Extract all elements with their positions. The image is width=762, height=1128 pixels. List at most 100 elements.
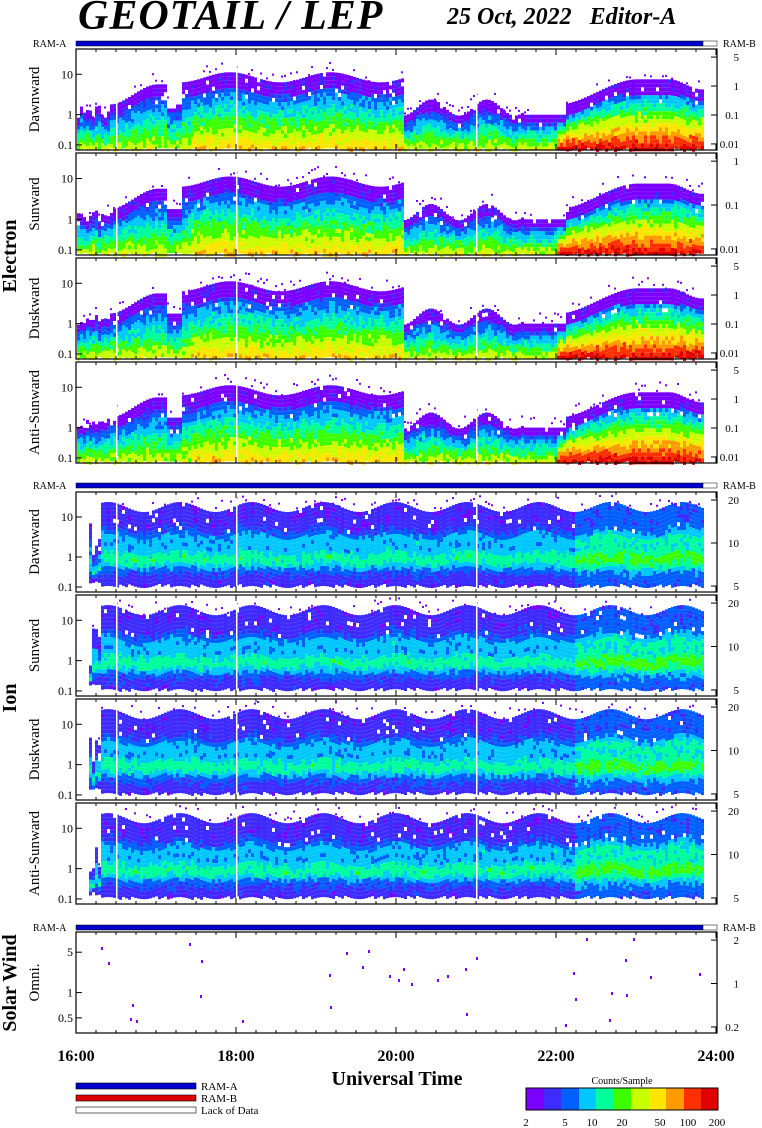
y-tick-label-left: 1 <box>67 212 73 226</box>
y-tick-label-right: 2 <box>734 935 740 947</box>
y-tick-label-right: 1 <box>734 156 740 168</box>
y-tick-label-right: 0.1 <box>725 110 739 122</box>
solar-wind-point <box>476 957 478 960</box>
solar-wind-point <box>368 950 370 953</box>
electron-ram-a-bar <box>75 40 704 47</box>
colorbar-frame <box>525 1087 719 1111</box>
group-label-electron: Electron <box>0 220 21 293</box>
plot-date: 25 Oct, 2022 <box>447 4 572 30</box>
y-tick-label-left: 0.1 <box>58 451 73 465</box>
panel-ylabel-electron-2: Sunward <box>27 177 43 231</box>
y-tick-label-right: 1 <box>734 979 740 991</box>
electron-lack-bar <box>702 40 718 47</box>
solar-wind-ram-a-bar <box>75 924 704 931</box>
plot-subtitle: 25 Oct, 2022 Editor-A <box>447 4 694 31</box>
solar-wind-point <box>398 979 400 982</box>
y-tick-label-right: 1 <box>734 290 740 302</box>
ion-panel-4-spectrogram <box>89 804 704 903</box>
solar-wind-point <box>466 1013 468 1016</box>
y-tick-label-right: 20 <box>728 495 740 507</box>
legend-item-label: RAM-B <box>201 1093 237 1105</box>
y-tick-label-left: 5 <box>67 945 73 959</box>
y-tick-label-left: 0.1 <box>58 347 73 361</box>
y-tick-label-right: 10 <box>728 850 740 862</box>
electron-panel-1-spectrogram <box>77 50 704 152</box>
legend-swatch <box>75 1094 197 1102</box>
x-tick-label: 20:00 <box>377 1048 414 1065</box>
x-tick-label: 18:00 <box>217 1048 254 1065</box>
solar-wind-point <box>242 1020 244 1023</box>
y-tick-label-left: 10 <box>61 380 73 394</box>
panel-ylabel-ion-4: Anti-Sunward <box>27 811 43 896</box>
colorbar-title: Counts/Sample <box>591 1076 653 1087</box>
solar-wind-point <box>699 973 701 976</box>
legend-swatch <box>75 1082 197 1090</box>
x-tick-label: 24:00 <box>697 1048 734 1065</box>
y-tick-label-right: 20 <box>728 806 740 818</box>
colorbar-tick-label: 20 <box>617 1117 629 1128</box>
y-tick-label-left: 1 <box>67 108 73 122</box>
solar-wind-point <box>108 962 110 965</box>
y-tick-label-left: 1 <box>67 758 73 772</box>
x-tick-label: 22:00 <box>537 1048 574 1065</box>
y-tick-label-right: 20 <box>728 702 740 714</box>
solar-wind-point <box>573 972 575 975</box>
x-tick-label: 16:00 <box>57 1048 94 1065</box>
y-tick-label-right: 0.01 <box>720 452 739 464</box>
y-tick-label-left: 10 <box>61 172 73 186</box>
solar-wind-point <box>403 968 405 971</box>
solar-wind-panel <box>75 931 718 1034</box>
solar-wind-bar-label-ram-a: RAM-A <box>33 923 67 934</box>
y-tick-label-right: 1 <box>734 394 740 406</box>
solar-wind-point <box>132 1004 134 1007</box>
y-tick-label-left: 10 <box>61 510 73 524</box>
y-tick-label-right: 5 <box>734 581 740 593</box>
y-tick-label-right: 0.2 <box>725 1022 739 1034</box>
y-tick-label-right: 0.01 <box>720 139 739 151</box>
colorbar-tick-label: 10 <box>587 1117 599 1128</box>
solar-wind-point <box>626 994 628 997</box>
solar-wind-point <box>586 938 588 941</box>
panel-ylabel-ion-3: Duskward <box>27 718 43 780</box>
y-tick-label-right: 20 <box>728 598 740 610</box>
plot-title: GEOTAIL / LEP <box>78 0 383 40</box>
y-tick-label-left: 0.1 <box>58 788 73 802</box>
solar-wind-point <box>201 960 203 963</box>
ion-panel-1-spectrogram <box>89 493 704 591</box>
solar-wind-point <box>362 966 364 969</box>
y-tick-label-left: 1 <box>67 986 73 1000</box>
y-tick-label-left: 1 <box>67 862 73 876</box>
y-tick-label-left: 10 <box>61 67 73 81</box>
solar-wind-point <box>611 992 613 995</box>
solar-wind-point <box>136 1020 138 1023</box>
electron-panel-4-spectrogram <box>77 363 704 465</box>
y-tick-label-right: 0.01 <box>720 348 739 360</box>
solar-wind-point <box>633 938 635 941</box>
solar-wind-point <box>650 976 652 979</box>
electron-panel-2-spectrogram <box>77 154 704 257</box>
y-tick-label-right: 5 <box>734 365 740 377</box>
y-tick-label-right: 5 <box>734 685 740 697</box>
solar-wind-point <box>447 975 449 978</box>
group-label-solar-wind: Solar Wind <box>0 934 21 1031</box>
ion-bar-label-ram-a: RAM-A <box>33 481 67 492</box>
ion-panel-3-spectrogram <box>89 700 704 799</box>
solar-wind-point <box>329 974 331 977</box>
y-tick-label-left: 1 <box>67 550 73 564</box>
y-tick-label-right: 5 <box>734 893 740 905</box>
colorbar-tick-label: 2 <box>523 1117 529 1128</box>
y-tick-label-left: 10 <box>61 717 73 731</box>
group-label-ion: Ion <box>0 684 21 713</box>
solar-wind-point <box>346 952 348 955</box>
colorbar-tick-label: 5 <box>562 1117 568 1128</box>
y-tick-label-right: 0.1 <box>725 423 739 435</box>
colorbar-tick-label: 50 <box>655 1117 667 1128</box>
y-tick-label-left: 1 <box>67 421 73 435</box>
solar-wind-point <box>200 995 202 998</box>
y-tick-label-left: 0.1 <box>58 580 73 594</box>
solar-wind-point <box>101 947 103 950</box>
colorbar: Counts/Sample 2 5 10 20 50 100 200 <box>523 1076 726 1128</box>
solar-wind-point <box>465 968 467 971</box>
